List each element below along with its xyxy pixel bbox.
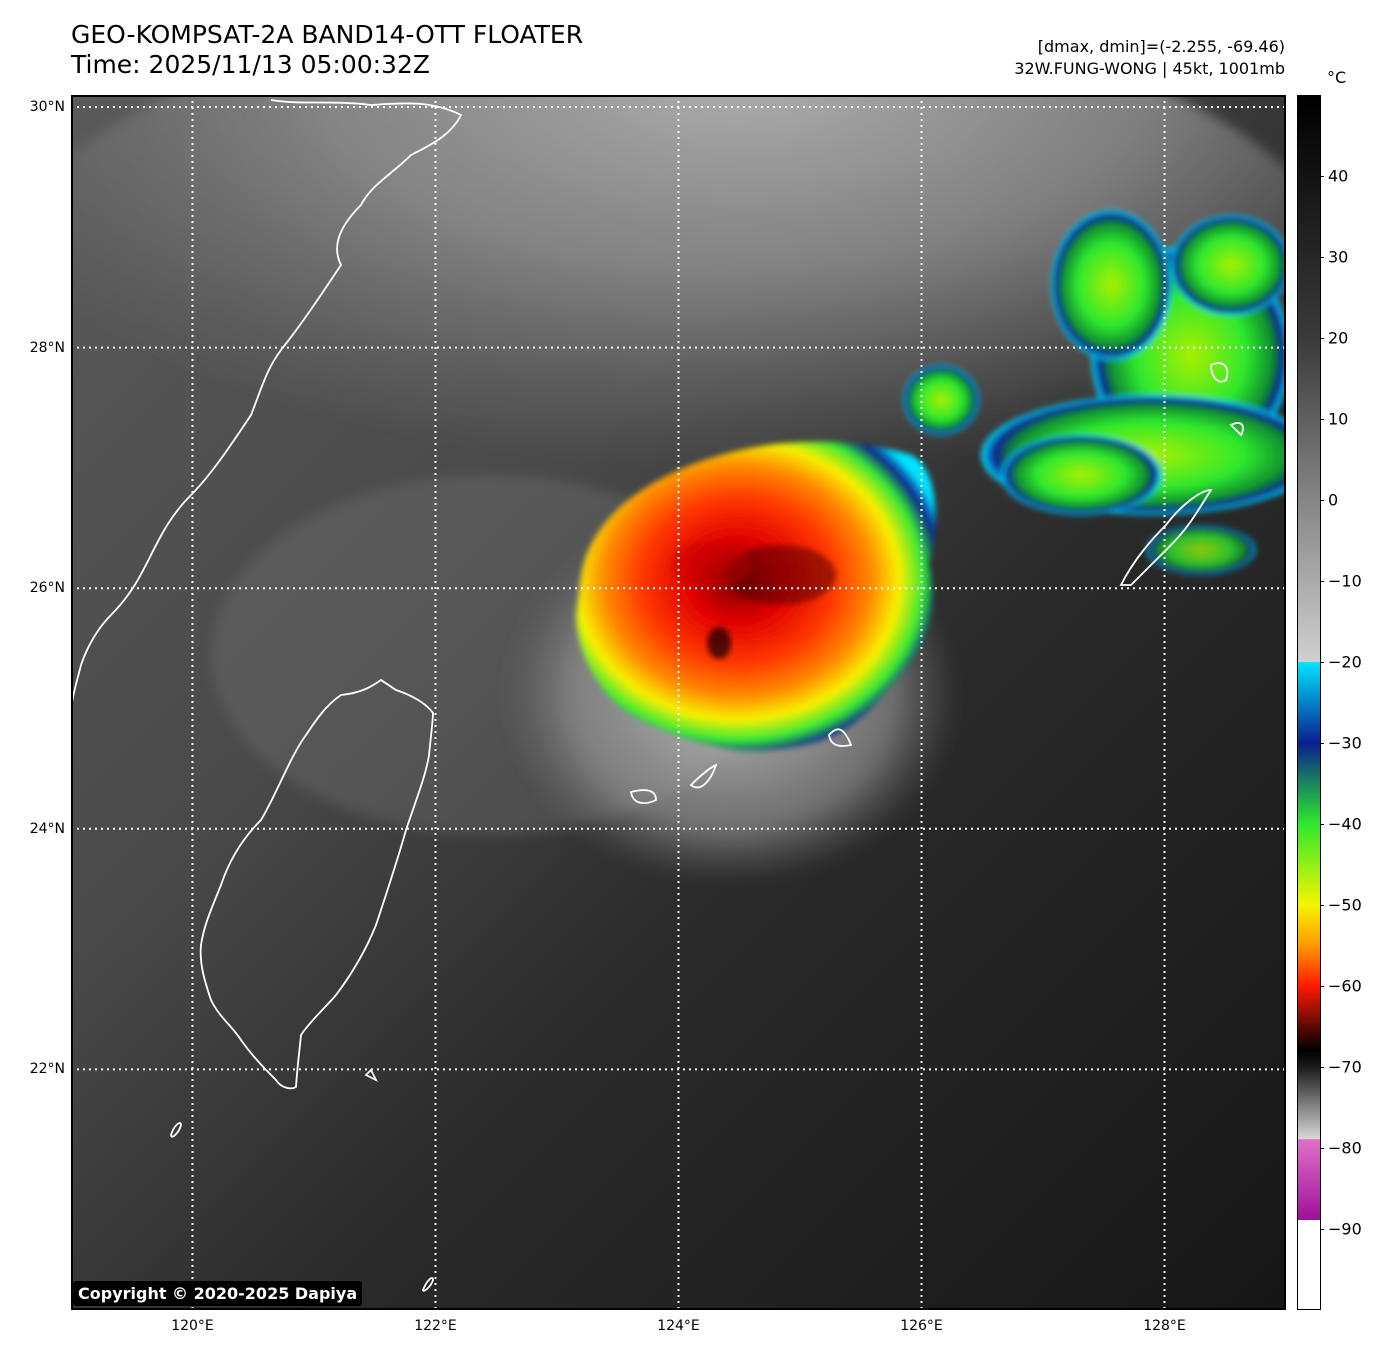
- colorbar-tick: [1320, 1148, 1324, 1149]
- colorbar-tick: [1320, 500, 1324, 501]
- colorbar-tick: [1320, 257, 1324, 258]
- okinawa-coastline: [1119, 489, 1213, 586]
- colorbar-tick-label: −50: [1328, 895, 1362, 915]
- lat-label: 26°N: [29, 580, 65, 597]
- colorbar-tick: [1320, 581, 1324, 582]
- lon-label: 120°E: [171, 1318, 214, 1334]
- lon-label: 126°E: [900, 1318, 943, 1334]
- colorbar-tick: [1320, 905, 1324, 906]
- colorbar-tick: [1320, 824, 1324, 825]
- colorbar-tick: [1320, 743, 1324, 744]
- storm-info: 32W.FUNG-WONG | 45kt, 1001mb: [1014, 59, 1285, 78]
- timestamp-title: Time: 2025/11/13 05:00:32Z: [71, 50, 430, 79]
- colorbar-tick: [1320, 338, 1324, 339]
- colorbar-tick: [1320, 1229, 1324, 1230]
- lat-label: 24°N: [29, 820, 65, 837]
- colorbar-tick-label: 10: [1328, 409, 1349, 429]
- coastlines: [71, 99, 1244, 1292]
- colorbar-tick-label: −20: [1328, 652, 1362, 672]
- taiwan-coastline: [199, 678, 434, 1090]
- colorbar-tick: [1320, 176, 1324, 177]
- colorbar-tick: [1320, 419, 1324, 420]
- convection-northeast: [903, 210, 1286, 575]
- lon-label: 124°E: [657, 1318, 700, 1334]
- colorbar-tick-label: 20: [1328, 328, 1349, 348]
- colorbar-tick-label: −60: [1328, 976, 1362, 996]
- colorbar-tick-label: 0: [1328, 490, 1339, 510]
- lat-label: 30°N: [29, 99, 65, 116]
- colorbar-tick: [1320, 662, 1324, 663]
- colorbar-tick-label: −10: [1328, 571, 1362, 591]
- satellite-map: [71, 95, 1286, 1310]
- map-frame: [71, 95, 1286, 1310]
- lon-label: 128°E: [1143, 1318, 1186, 1334]
- lon-label: 122°E: [414, 1318, 457, 1334]
- colorbar-tick: [1320, 986, 1324, 987]
- lat-label: 22°N: [29, 1061, 65, 1078]
- colorbar-tick-label: −70: [1328, 1057, 1362, 1077]
- colorbar-tick-label: −40: [1328, 814, 1362, 834]
- china-coastline: [71, 99, 463, 716]
- lat-label: 28°N: [29, 339, 65, 356]
- range-info: [dmax, dmin]=(-2.255, -69.46): [1037, 37, 1285, 56]
- colorbar: [1297, 95, 1321, 1310]
- colorbar-tick-label: 30: [1328, 247, 1349, 267]
- chart-title: GEO-KOMPSAT-2A BAND14-OTT FLOATER: [71, 20, 584, 49]
- colorbar-tick-label: −90: [1328, 1219, 1362, 1239]
- colorbar-unit: °C: [1327, 68, 1347, 87]
- colorbar-tick-label: −80: [1328, 1138, 1362, 1158]
- graticule: [71, 95, 1286, 1310]
- colorbar-tick-label: 40: [1328, 166, 1349, 186]
- copyright-badge: Copyright © 2020-2025 Dapiya: [73, 1281, 363, 1306]
- colorbar-tick-label: −30: [1328, 733, 1362, 753]
- colorbar-tick: [1320, 1067, 1324, 1068]
